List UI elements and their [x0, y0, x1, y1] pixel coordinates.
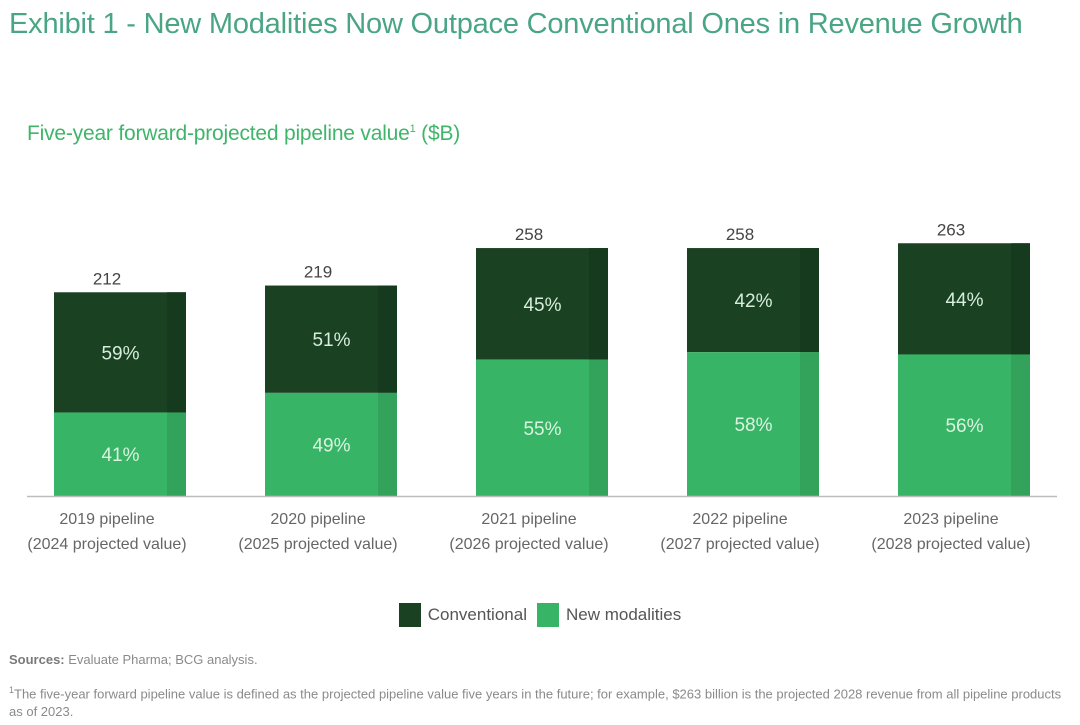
bar-conventional [476, 248, 608, 360]
x-tick-label: 2020 pipeline [270, 511, 365, 528]
data-label-conventional: 44% [945, 290, 983, 311]
chart-subtitle: Five-year forward-projected pipeline val… [27, 122, 460, 146]
data-label-total: 258 [726, 225, 754, 244]
x-tick-sublabel: (2027 projected value) [660, 536, 819, 553]
data-label-total: 258 [515, 225, 543, 244]
data-label-new-modalities: 58% [734, 415, 772, 436]
chart-legend: Conventional New modalities [0, 603, 1080, 627]
legend-label-conventional: Conventional [427, 605, 527, 624]
x-tick-label: 2021 pipeline [481, 511, 576, 528]
bar-conventional-shade [378, 285, 397, 393]
data-label-conventional: 59% [101, 343, 139, 364]
exhibit-title: Exhibit 1 - New Modalities Now Outpace C… [9, 8, 1023, 40]
bar-new-modalities-shade [167, 412, 186, 496]
legend-item-new-modalities: New modalities [536, 603, 682, 627]
bar-new-modalities-shade [589, 359, 608, 496]
x-tick-label: 2022 pipeline [692, 511, 787, 528]
data-label-conventional: 45% [523, 295, 561, 316]
footnote-marker: 1 [9, 685, 15, 695]
footnote-text: The five-year forward pipeline value is … [9, 686, 1062, 720]
subtitle-unit: ($B) [415, 122, 461, 145]
footnote: 1The five-year forward pipeline value is… [9, 681, 1074, 721]
stacked-bar-chart: 59% 41% 212 2019 pipeline (2024 projected va… [27, 220, 1057, 553]
data-label-conventional: 42% [734, 291, 772, 312]
bar-conventional [265, 285, 397, 393]
bar-conventional [54, 292, 186, 413]
bar-new-modalities-shade [800, 352, 819, 496]
data-label-new-modalities: 56% [945, 416, 983, 437]
x-tick-sublabel: (2025 projected value) [238, 536, 397, 553]
x-tick-label: 2023 pipeline [903, 511, 998, 528]
x-tick-sublabel: (2026 projected value) [449, 536, 608, 553]
data-label-new-modalities: 41% [101, 445, 139, 466]
subtitle-text: Five-year forward-projected pipeline val… [27, 122, 410, 145]
data-label-total: 263 [937, 220, 965, 239]
x-tick-label: 2019 pipeline [59, 511, 154, 528]
bar-conventional-shade [589, 248, 608, 360]
bar-conventional [687, 248, 819, 353]
bar-new-modalities [54, 412, 186, 496]
legend-swatch-new-modalities [536, 603, 559, 627]
data-label-total: 219 [304, 263, 332, 282]
x-tick-sublabel: (2028 projected value) [871, 536, 1030, 553]
bar-conventional [898, 243, 1030, 355]
x-tick-sublabel: (2024 projected value) [27, 536, 186, 553]
bar-new-modalities-shade [378, 392, 397, 496]
bar-new-modalities [687, 352, 819, 496]
bar-new-modalities [265, 392, 397, 496]
bar-new-modalities-shade [1011, 354, 1030, 496]
data-label-conventional: 51% [312, 330, 350, 351]
legend-item-conventional: Conventional [398, 603, 527, 627]
legend-swatch-conventional [398, 603, 421, 627]
bar-conventional-shade [167, 292, 186, 413]
data-label-new-modalities: 49% [312, 435, 350, 456]
sources-note: Sources: Evaluate Pharma; BCG analysis. [9, 652, 258, 667]
bar-new-modalities [898, 354, 1030, 496]
sources-text: Evaluate Pharma; BCG analysis. [64, 652, 258, 667]
legend-label-new-modalities: New modalities [565, 605, 682, 624]
sources-label: Sources: [9, 652, 65, 667]
subtitle-footnote-marker: 1 [409, 123, 416, 135]
bar-conventional-shade [800, 248, 819, 353]
data-label-new-modalities: 55% [523, 419, 561, 440]
bar-new-modalities [476, 359, 608, 496]
bar-conventional-shade [1011, 243, 1030, 355]
data-label-total: 212 [93, 269, 121, 288]
